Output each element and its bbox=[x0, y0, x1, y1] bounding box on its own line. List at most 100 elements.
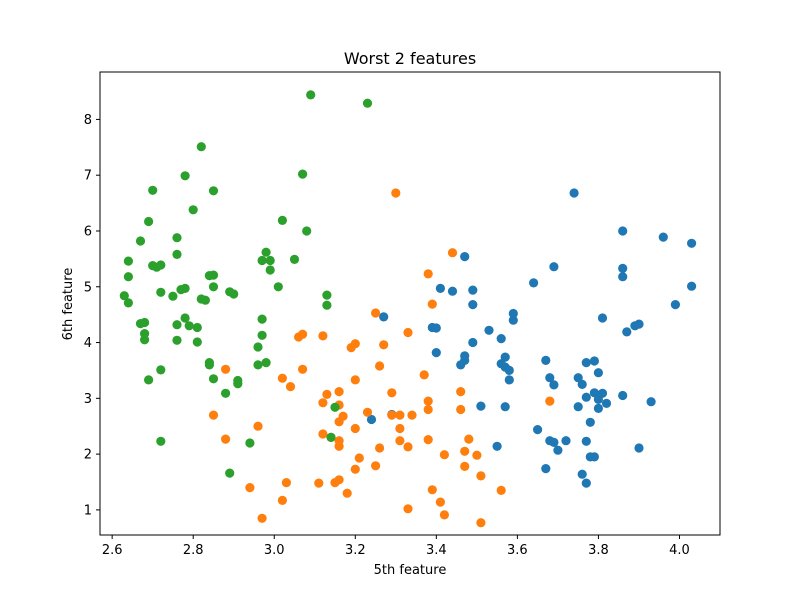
data-point bbox=[585, 417, 595, 427]
data-point bbox=[289, 254, 300, 264]
data-point bbox=[362, 98, 373, 108]
data-point bbox=[277, 215, 287, 225]
data-point bbox=[618, 272, 628, 282]
data-point bbox=[379, 340, 389, 350]
data-point bbox=[593, 403, 604, 413]
data-point bbox=[135, 236, 146, 246]
data-point bbox=[476, 518, 486, 528]
x-tick-label: 3.6 bbox=[507, 543, 528, 558]
data-point bbox=[148, 185, 158, 195]
data-point bbox=[253, 360, 263, 370]
data-point bbox=[318, 398, 328, 408]
data-point bbox=[180, 171, 190, 181]
x-axis-label: 5th feature bbox=[374, 563, 447, 578]
data-point bbox=[496, 334, 506, 344]
y-axis-label: 6th feature bbox=[61, 268, 76, 341]
data-point bbox=[192, 337, 202, 347]
data-point bbox=[221, 388, 231, 398]
data-point bbox=[569, 188, 579, 198]
data-point bbox=[597, 313, 608, 323]
data-point bbox=[156, 436, 166, 446]
chart-title: Worst 2 features bbox=[344, 49, 476, 68]
y-tick-label: 6 bbox=[84, 224, 92, 239]
data-point bbox=[618, 263, 628, 273]
data-point bbox=[573, 402, 583, 412]
data-point bbox=[447, 248, 458, 258]
data-point bbox=[314, 478, 324, 488]
data-point bbox=[456, 387, 466, 397]
data-point bbox=[172, 233, 182, 243]
data-point bbox=[208, 374, 219, 384]
data-point bbox=[431, 348, 441, 358]
data-point bbox=[233, 375, 243, 386]
data-point bbox=[423, 435, 433, 445]
y-tick-label: 4 bbox=[84, 336, 92, 351]
data-point bbox=[257, 330, 267, 340]
data-point bbox=[581, 436, 591, 446]
data-point bbox=[484, 325, 494, 335]
data-point bbox=[549, 262, 559, 272]
data-point bbox=[261, 358, 271, 368]
data-point bbox=[423, 269, 433, 279]
data-point bbox=[322, 389, 332, 399]
data-point bbox=[334, 387, 344, 397]
data-point bbox=[500, 402, 510, 412]
data-point bbox=[277, 373, 287, 383]
data-point bbox=[350, 423, 360, 434]
data-point bbox=[342, 488, 352, 498]
data-point bbox=[229, 289, 239, 299]
data-point bbox=[306, 90, 316, 100]
data-point bbox=[156, 365, 166, 375]
data-point bbox=[618, 226, 628, 236]
x-tick-label: 3.0 bbox=[264, 543, 285, 558]
data-point bbox=[545, 396, 555, 406]
data-point bbox=[208, 270, 219, 280]
data-point bbox=[419, 370, 429, 380]
data-point bbox=[500, 352, 510, 362]
axes-layer: 2.6 2.8 3.0 3.2 3.4 3.6 3.8 4.0 1 2 3 4 5 6 7 8 bbox=[84, 71, 721, 558]
data-point bbox=[687, 281, 697, 291]
data-point bbox=[257, 255, 267, 266]
data-point bbox=[152, 262, 162, 272]
data-point bbox=[200, 295, 210, 305]
data-point bbox=[403, 504, 413, 514]
data-point bbox=[273, 282, 283, 292]
data-point bbox=[156, 287, 166, 297]
data-point bbox=[577, 469, 587, 479]
data-point bbox=[196, 142, 206, 152]
data-point bbox=[330, 402, 340, 412]
data-point bbox=[350, 464, 360, 474]
data-point bbox=[379, 312, 389, 322]
data-point bbox=[172, 320, 182, 330]
data-point bbox=[460, 252, 470, 262]
data-point bbox=[634, 319, 644, 329]
data-point bbox=[439, 510, 449, 520]
data-point bbox=[334, 417, 344, 427]
data-point bbox=[257, 314, 267, 324]
data-point bbox=[577, 379, 587, 389]
data-point bbox=[427, 299, 437, 309]
data-point bbox=[204, 358, 214, 368]
x-tick-label: 4.0 bbox=[669, 543, 690, 558]
x-tick-label: 2.8 bbox=[183, 543, 204, 558]
data-point bbox=[119, 291, 129, 301]
data-point bbox=[646, 397, 656, 407]
data-point bbox=[330, 478, 340, 488]
data-point bbox=[354, 453, 364, 463]
data-point bbox=[265, 255, 275, 266]
data-point bbox=[188, 205, 198, 215]
data-point bbox=[334, 441, 344, 451]
data-point bbox=[395, 423, 405, 434]
data-point bbox=[504, 375, 514, 385]
data-point bbox=[366, 414, 377, 425]
data-point bbox=[581, 478, 591, 488]
data-point bbox=[553, 445, 563, 455]
data-point bbox=[277, 495, 287, 505]
data-point bbox=[395, 436, 405, 446]
data-point bbox=[593, 368, 604, 378]
data-point bbox=[468, 285, 478, 295]
data-point bbox=[180, 313, 190, 323]
plot-frame bbox=[99, 71, 721, 536]
